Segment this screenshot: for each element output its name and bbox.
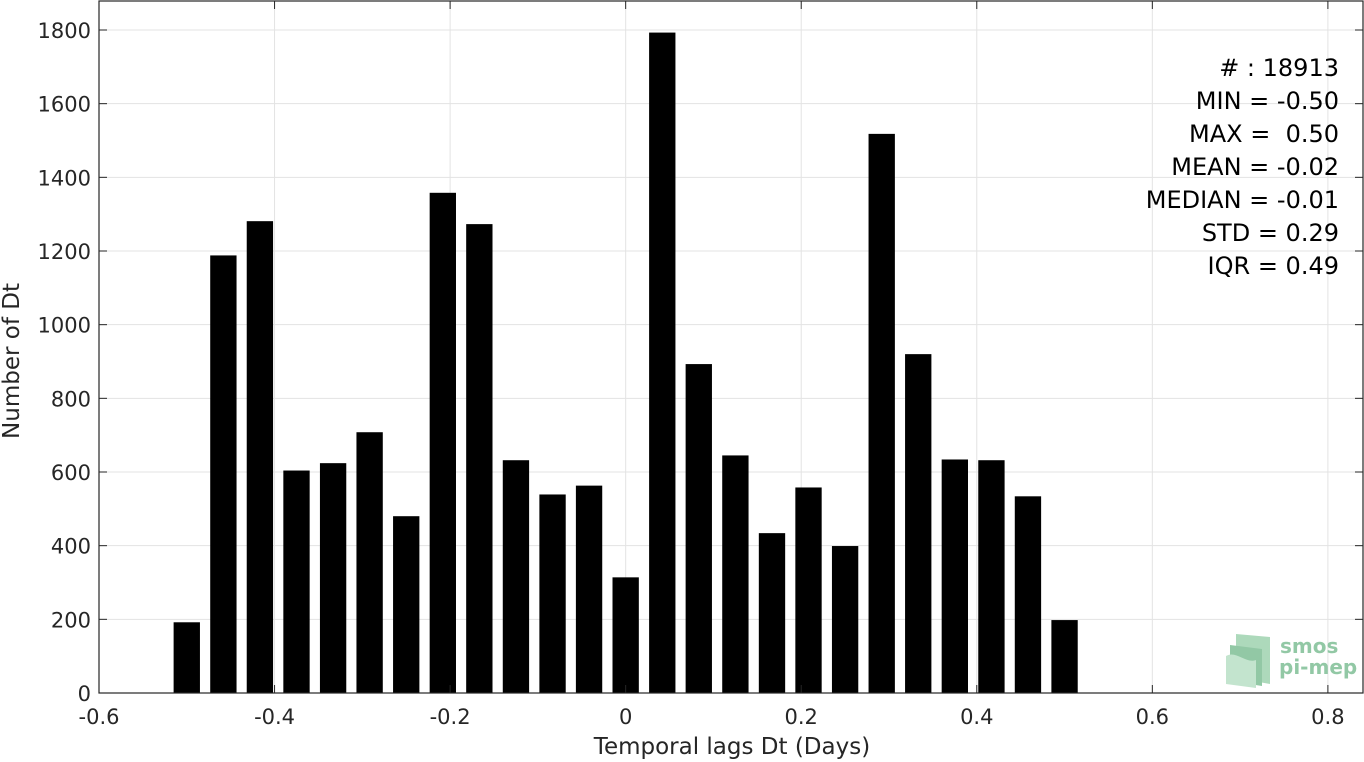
y-tick-label-4: 800 xyxy=(51,387,91,411)
bar-11 xyxy=(575,485,603,693)
bar-3 xyxy=(283,470,310,693)
stat-max: MAX = 0.50 xyxy=(1189,120,1339,148)
bar-20 xyxy=(905,354,932,693)
bar-16 xyxy=(758,533,786,693)
bar-8 xyxy=(466,224,493,693)
x-tick-label-2: -0.2 xyxy=(430,705,471,729)
y-tick-label-8: 1600 xyxy=(38,93,91,117)
y-tick-label-7: 1400 xyxy=(38,166,91,190)
bar-13 xyxy=(649,32,676,694)
x-tick-label-1: -0.4 xyxy=(254,705,295,729)
x-tick-label-0: -0.6 xyxy=(79,705,120,729)
y-tick-label-3: 600 xyxy=(51,461,91,485)
x-axis-ticks: -0.6 -0.4 -0.2 0 0.2 0.4 0.6 0.8 xyxy=(79,1,1345,729)
bar-23 xyxy=(1014,496,1042,693)
y-axis-label: Number of Dt xyxy=(0,283,25,439)
x-axis-label: Temporal lags Dt (Days) xyxy=(593,734,870,760)
logo-text-smos: smos xyxy=(1280,634,1338,658)
bar-1 xyxy=(210,255,237,694)
y-tick-label-9: 1800 xyxy=(38,19,91,43)
y-tick-label-0: 0 xyxy=(78,682,91,706)
bar-0 xyxy=(173,622,200,693)
bar-22 xyxy=(978,460,1005,693)
bar-19 xyxy=(868,133,895,693)
bar-7 xyxy=(429,192,456,693)
bar-10 xyxy=(539,494,566,693)
bar-21 xyxy=(941,459,968,693)
x-tick-label-5: 0.4 xyxy=(960,705,993,729)
bar-9 xyxy=(502,460,530,693)
x-tick-label-6: 0.6 xyxy=(1136,705,1169,729)
bar-2 xyxy=(246,221,274,694)
plot-frame xyxy=(98,0,1364,694)
smos-pi-mep-logo: smos pi-mep xyxy=(1226,634,1357,688)
bar-17 xyxy=(795,487,822,693)
bar-14 xyxy=(685,364,712,693)
stat-median: MEDIAN = -0.01 xyxy=(1146,186,1339,214)
logo-wave-icon xyxy=(1226,634,1270,688)
statistics-box: # : 18913 MIN = -0.50 MAX = 0.50 MEAN = … xyxy=(1146,54,1339,280)
y-tick-label-1: 200 xyxy=(51,608,91,632)
y-axis-ticks: 0 200 400 600 800 1000 1200 1400 1600 1800 xyxy=(38,19,1363,706)
stat-min: MIN = -0.50 xyxy=(1196,87,1339,115)
x-tick-label-3: 0 xyxy=(619,705,632,729)
bar-18 xyxy=(831,546,859,693)
bar-5 xyxy=(356,432,383,693)
bar-4 xyxy=(319,463,347,693)
logo-text-pi-mep: pi-mep xyxy=(1279,655,1357,679)
x-tick-label-4: 0.2 xyxy=(785,705,818,729)
y-tick-label-2: 400 xyxy=(51,535,91,559)
stat-iqr: IQR = 0.49 xyxy=(1208,252,1339,280)
stat-count: # : 18913 xyxy=(1219,54,1339,82)
bar-24 xyxy=(1051,620,1078,693)
stat-mean: MEAN = -0.02 xyxy=(1171,153,1339,181)
bar-6 xyxy=(393,516,420,693)
bars xyxy=(173,32,1078,694)
bar-12 xyxy=(612,577,639,693)
y-tick-label-6: 1200 xyxy=(38,240,91,264)
x-tick-label-7: 0.8 xyxy=(1311,705,1344,729)
bar-15 xyxy=(722,455,749,693)
stat-std: STD = 0.29 xyxy=(1202,219,1339,247)
y-tick-label-5: 1000 xyxy=(38,314,91,338)
